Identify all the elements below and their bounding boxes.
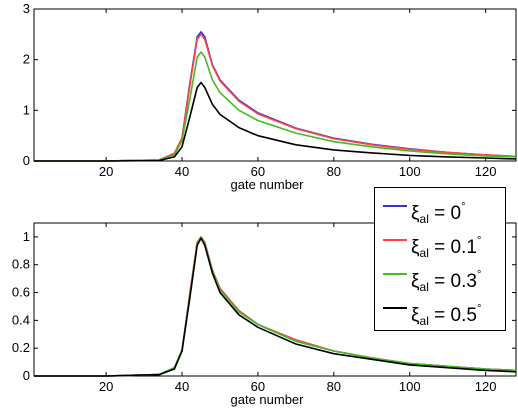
legend-item: ξal = 0° [381, 194, 503, 226]
x-tick-label: 20 [99, 164, 113, 179]
legend: ξal = 0° ξal = 0.1° ξal = 0.3° ξal = 0.5… [374, 187, 506, 331]
x-tick-label: 20 [99, 379, 113, 394]
legend-swatch [383, 239, 407, 241]
y-tick-label: 0.2 [12, 340, 30, 355]
legend-label: ξal = 0.1° [411, 235, 482, 260]
y-tick-label: 1 [23, 229, 30, 244]
x-tick-label: 100 [399, 164, 421, 179]
series-line [34, 237, 517, 377]
y-tick-label: 2 [23, 52, 30, 67]
x-tick-label: 120 [475, 164, 497, 179]
x-tick-label: 40 [175, 164, 189, 179]
x-tick-label: 40 [175, 379, 189, 394]
y-tick-label: 0 [23, 368, 30, 383]
x-tick-label: 60 [251, 164, 265, 179]
y-tick-label: 3 [23, 1, 30, 16]
legend-item: ξal = 0.3° [381, 262, 503, 294]
x-tick-label: 80 [327, 164, 341, 179]
legend-swatch [383, 205, 407, 207]
legend-item: ξal = 0.1° [381, 228, 503, 260]
top-plot: 20 40 60 80 100 120 0 1 2 3 gate number [23, 1, 517, 192]
series-line [34, 51, 517, 162]
x-axis-label: gate number [231, 177, 305, 192]
x-tick-label: 80 [327, 379, 341, 394]
legend-label: ξal = 0.5° [411, 303, 482, 328]
y-tick-label: 1 [23, 102, 30, 117]
x-tick-label: 60 [251, 379, 265, 394]
legend-item: ξal = 0.5° [381, 296, 503, 328]
legend-label: ξal = 0.3° [411, 269, 482, 294]
legend-swatch [383, 307, 407, 309]
y-tick-label: 0.6 [12, 285, 30, 300]
y-tick-label: 0.8 [12, 257, 30, 272]
y-tick-label: 0 [23, 153, 30, 168]
legend-label: ξal = 0° [411, 201, 466, 226]
x-axis-label: gate number [231, 392, 305, 407]
series-line [34, 81, 517, 162]
legend-swatch [383, 273, 407, 275]
y-tick-label: 0.4 [12, 312, 30, 327]
plot-area [33, 8, 517, 162]
x-tick-label: 100 [399, 379, 421, 394]
x-tick-label: 120 [475, 379, 497, 394]
